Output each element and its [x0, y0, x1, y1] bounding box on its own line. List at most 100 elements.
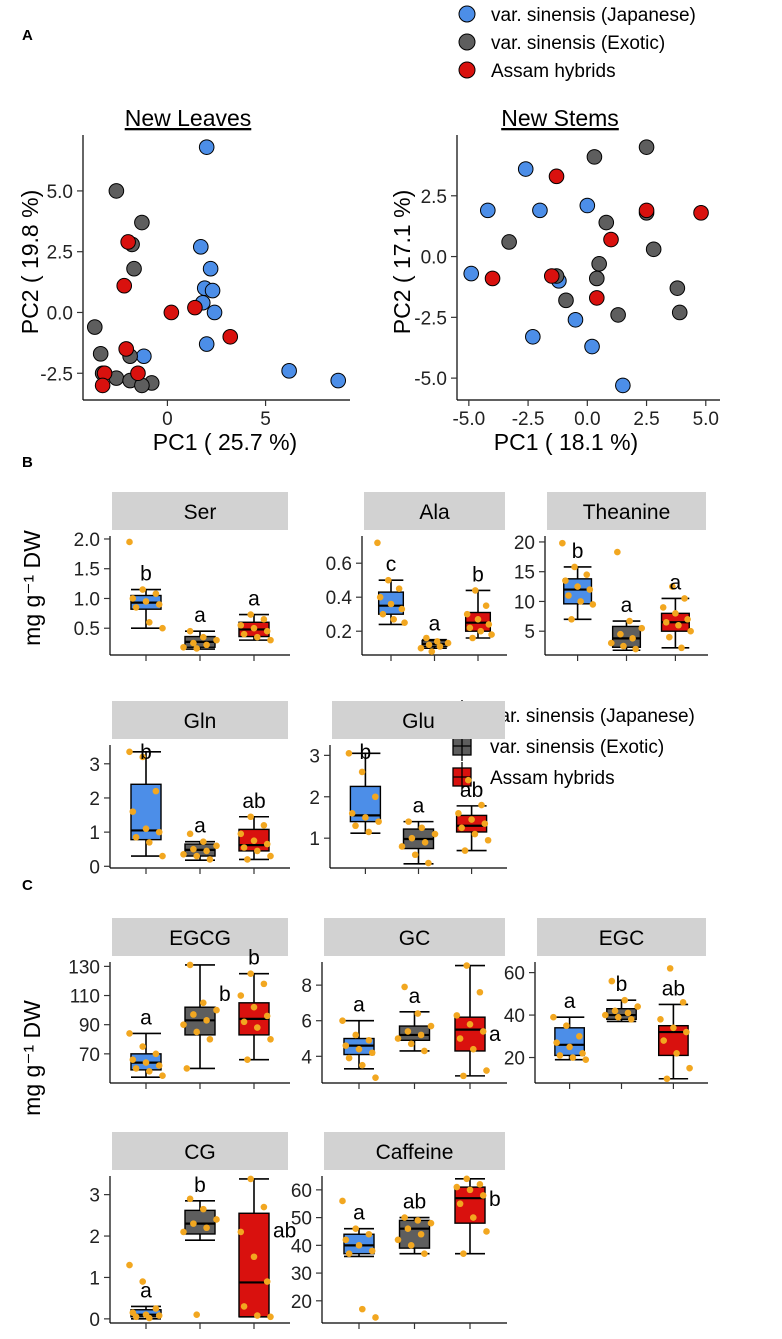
scatter-point	[615, 377, 631, 394]
data-point	[142, 825, 150, 833]
scatter-point	[92, 346, 109, 362]
facet-title: Glu	[402, 710, 435, 733]
scatter-point	[484, 270, 501, 287]
data-point	[425, 859, 432, 867]
data-point	[387, 600, 395, 608]
facet-strip	[112, 1132, 288, 1170]
data-point	[421, 1250, 428, 1257]
data-point	[155, 1312, 163, 1319]
data-point	[359, 1061, 366, 1069]
scatter-point	[567, 311, 584, 328]
data-point	[425, 641, 433, 649]
data-point	[126, 748, 133, 756]
significance-letter: a	[621, 594, 633, 617]
y-tick-label: 2.0	[74, 530, 100, 551]
plots: 0 5 -2.5 0.0 2.5 5.0 -5.0 -2.5 0.0 2.5 5.0 -5.0 -2.5…	[40, 135, 720, 1331]
data-point	[401, 983, 408, 991]
y-tick-label: 70	[79, 1045, 100, 1066]
data-point	[681, 595, 688, 602]
box-group: b	[559, 539, 597, 623]
data-point	[550, 1013, 557, 1021]
data-point	[126, 1261, 133, 1269]
scatter-point	[94, 377, 111, 394]
y-tick-label: 90	[79, 1016, 100, 1037]
legend-dot-exotic	[458, 33, 476, 51]
significance-letter: a	[670, 571, 682, 594]
scatter-point	[525, 328, 541, 345]
data-point	[660, 1037, 667, 1044]
box-group: ab	[455, 776, 492, 854]
box	[238, 1212, 270, 1318]
scatter-point	[163, 304, 180, 321]
data-point	[132, 833, 140, 841]
data-point	[401, 619, 408, 626]
scatter-point	[610, 307, 626, 323]
y-tick-label: -2.5	[414, 308, 447, 329]
pca-stems-plot: -5.0 -2.5 0.0 2.5 5.0 -5.0 -2.5 0.0 2.5	[414, 135, 720, 430]
panel-label-a: A	[22, 27, 33, 44]
significance-letter: ab	[662, 977, 685, 1000]
data-point	[563, 1022, 570, 1029]
data-point	[132, 1065, 140, 1072]
data-point	[401, 1214, 408, 1221]
data-point	[483, 1228, 490, 1235]
y-tick-label: 60	[504, 964, 525, 985]
data-point	[404, 1225, 412, 1232]
data-point	[663, 1075, 671, 1083]
data-point	[213, 1216, 220, 1223]
data-point	[129, 1056, 137, 1063]
scatter-point	[669, 280, 686, 296]
box-group: ab	[657, 965, 693, 1083]
y-tick-label: 4	[301, 1047, 312, 1068]
box-group: a	[126, 1261, 163, 1322]
data-point	[586, 586, 594, 593]
y-tick-label: 50	[291, 1209, 312, 1230]
data-point	[679, 999, 687, 1006]
scatter-point	[645, 241, 662, 258]
data-point	[421, 839, 429, 846]
panel-b-ylabel: mg g⁻¹ DW	[19, 530, 45, 646]
box	[398, 1219, 431, 1249]
data-point	[368, 1049, 376, 1057]
facet-title: EGC	[599, 927, 645, 950]
data-point	[460, 1072, 467, 1080]
box-plot-theanine: Theanine 5 10 15 20 b a a	[514, 492, 708, 661]
box-legend: var. sinensis (Japanese) var. sinensis (…	[452, 700, 695, 792]
scatter-point	[591, 256, 607, 272]
data-point	[629, 635, 636, 642]
scatter-point	[598, 214, 615, 231]
scatter-point	[198, 139, 215, 155]
data-point	[339, 1197, 346, 1205]
data-point	[569, 1054, 577, 1061]
data-point	[624, 1009, 632, 1017]
box-plot-egcg: EGCG 70 90 110 130 a bb	[68, 918, 290, 1089]
pca-stems-title: New Stems	[501, 105, 619, 131]
data-point	[267, 852, 274, 860]
data-point	[478, 801, 485, 809]
significance-letter: a	[564, 990, 576, 1013]
scatter-point	[126, 260, 142, 277]
data-point	[417, 1230, 425, 1238]
y-tick-label: 0.0	[421, 248, 447, 269]
data-point	[355, 1045, 363, 1053]
significance-letter: b	[572, 540, 584, 563]
data-point	[237, 830, 245, 838]
data-point	[411, 851, 419, 859]
box-group: a	[126, 1006, 166, 1080]
legend-dot-japanese	[458, 5, 476, 23]
facet-title: Ser	[184, 501, 217, 524]
box	[563, 578, 593, 605]
y-tick-label: 130	[68, 957, 100, 978]
data-point	[146, 618, 153, 626]
data-point	[657, 1016, 664, 1023]
legend-label-japanese: var. sinensis (Japanese)	[491, 5, 696, 26]
data-point	[365, 1230, 373, 1238]
box-group: b	[180, 961, 231, 1072]
data-point	[562, 577, 569, 584]
x-tick-label: 0.0	[574, 409, 600, 430]
data-point	[152, 1305, 160, 1312]
data-point	[481, 820, 489, 827]
data-point	[193, 1028, 200, 1036]
data-point	[267, 636, 274, 644]
y-tick-label: 20	[504, 1049, 525, 1070]
